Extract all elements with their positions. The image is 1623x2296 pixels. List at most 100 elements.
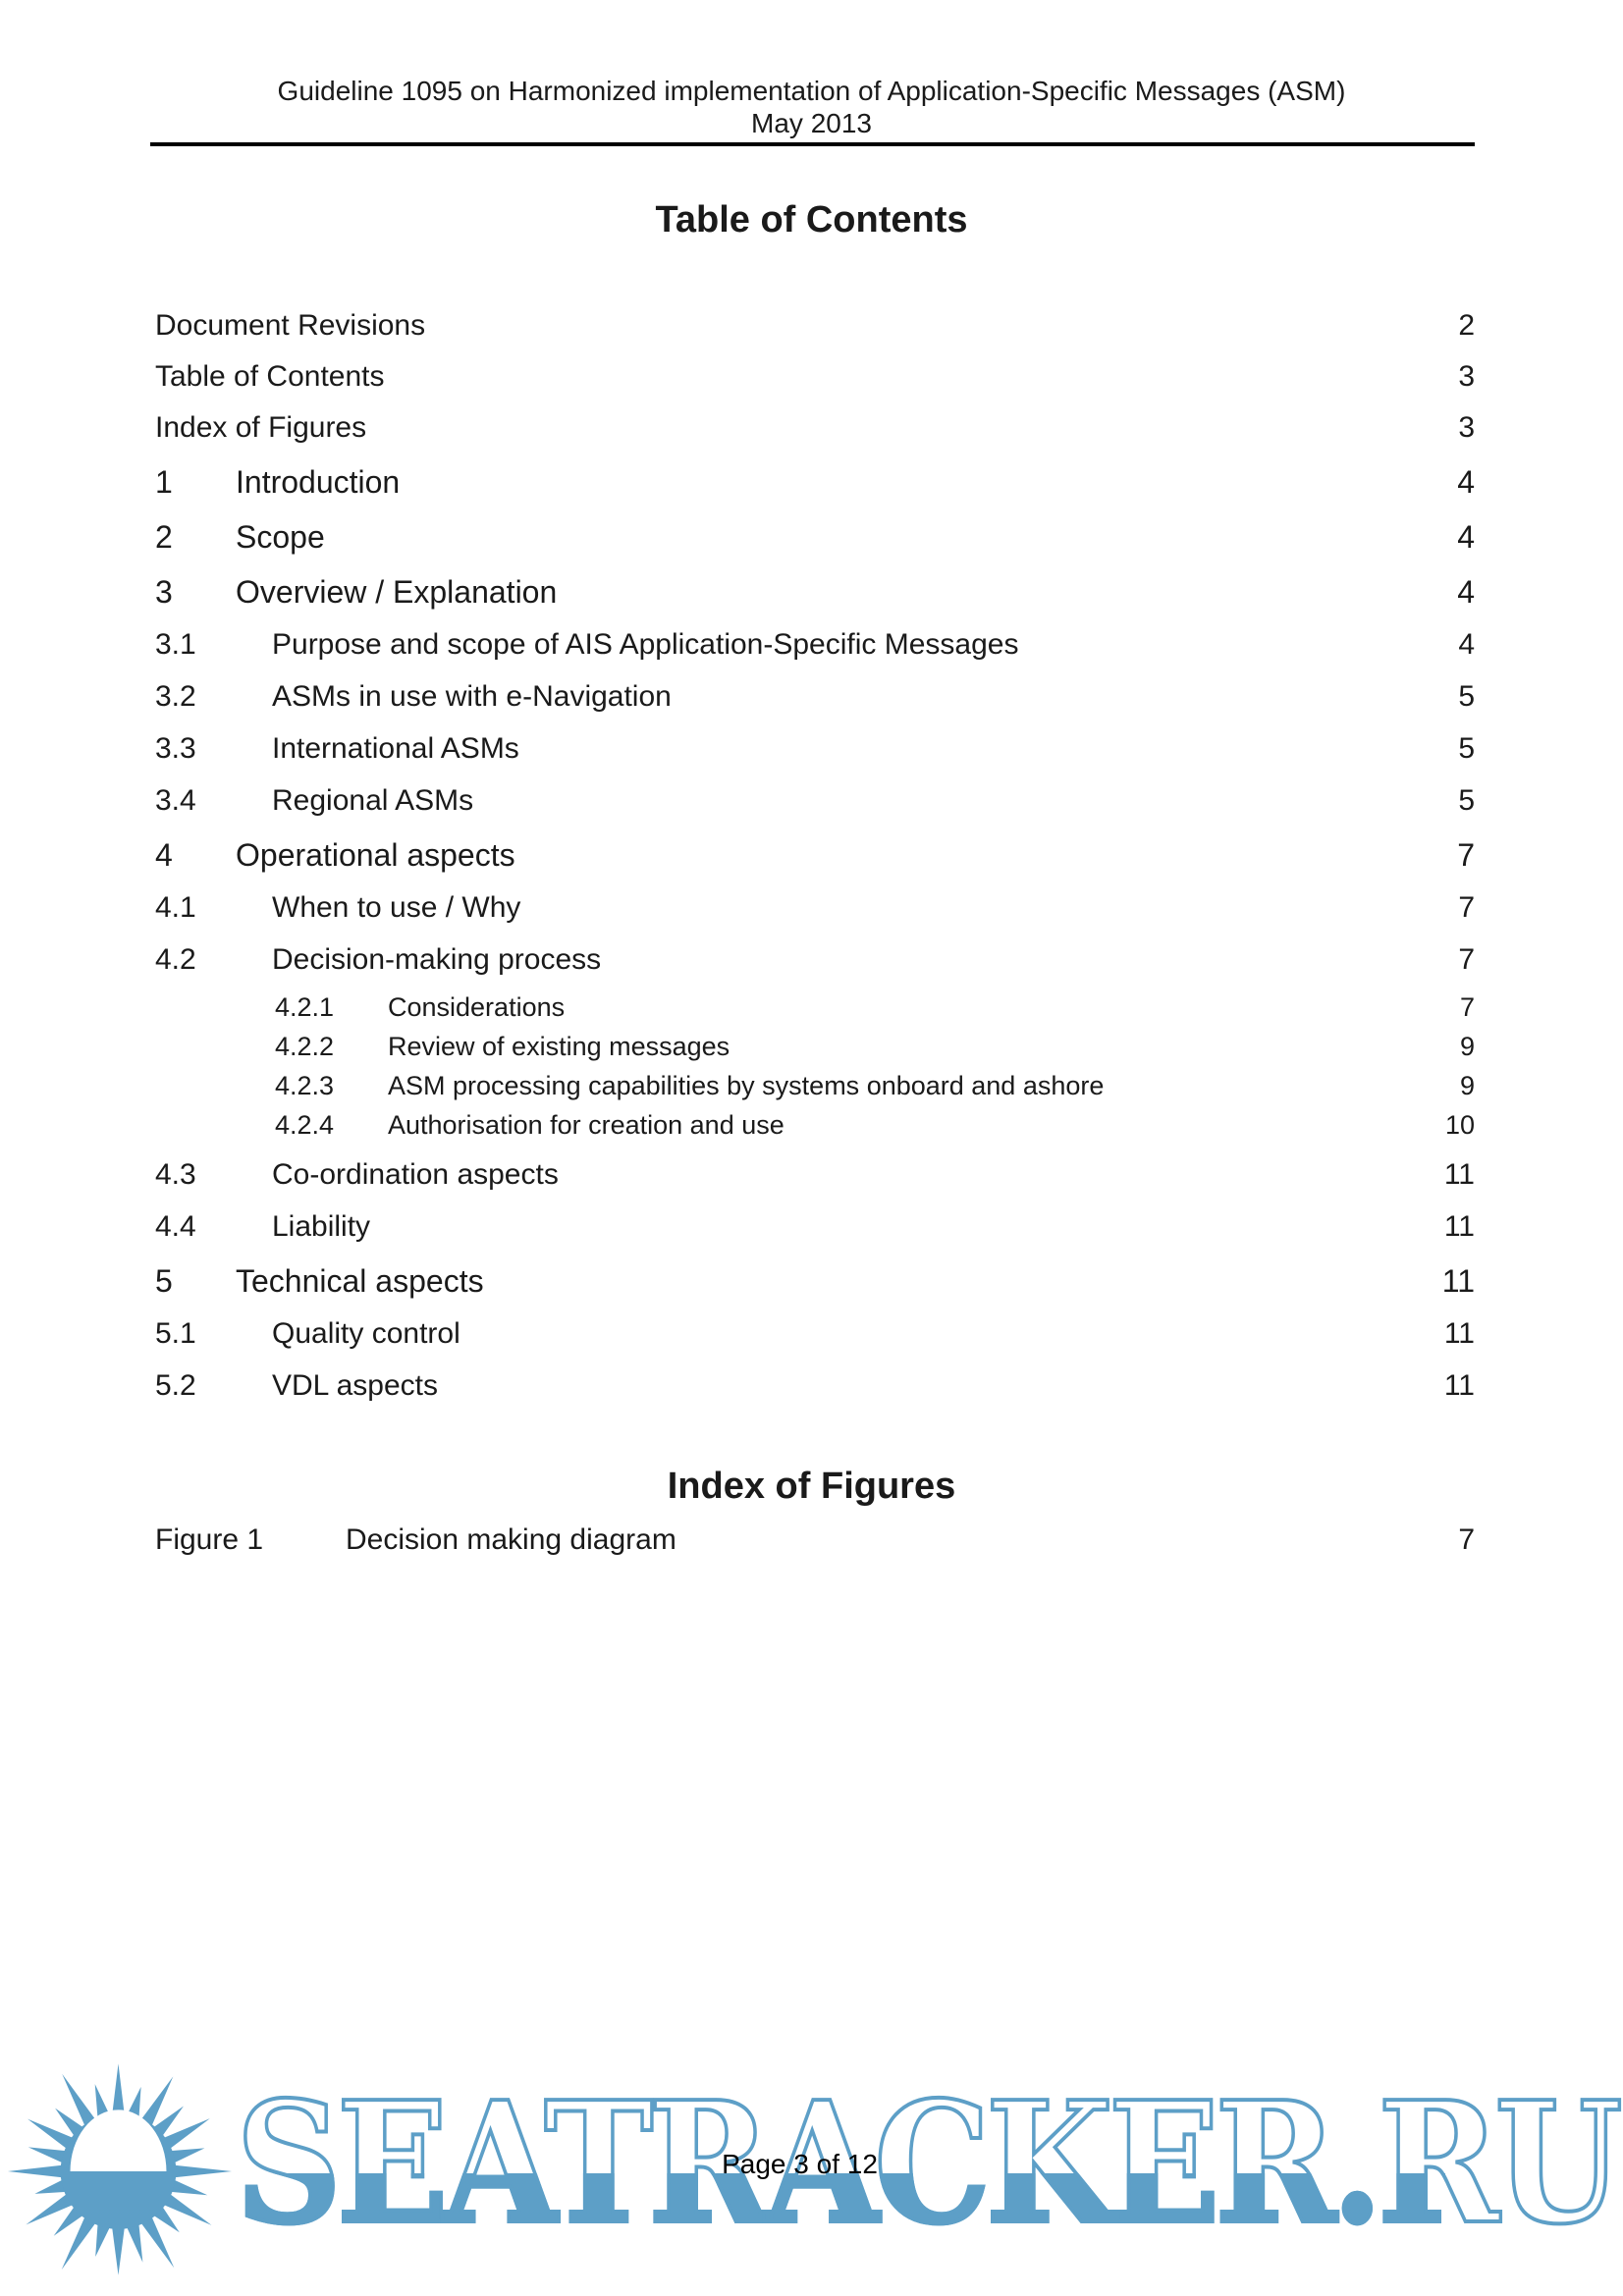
toc-entry-page: 9 <box>1459 1032 1475 1061</box>
toc-entry-page: 7 <box>1458 943 1475 976</box>
toc-entry-page: 7 <box>1458 891 1475 924</box>
toc-entry-label: Decision making diagram <box>346 1523 676 1556</box>
header-date: May 2013 <box>751 108 872 138</box>
toc-entry-label: VDL aspects <box>272 1369 438 1402</box>
toc-entry[interactable]: 1 Introduction 4 <box>155 463 1475 501</box>
toc-entry-label: Considerations <box>388 992 566 1022</box>
toc-entry-page: 5 <box>1458 784 1475 817</box>
toc-entry-number: Figure 1 <box>155 1523 264 1556</box>
toc-title: Table of Contents <box>655 199 968 240</box>
toc-entry[interactable]: Figure 1 Decision making diagram 7 <box>155 1522 1475 1558</box>
toc-entry-number: 4.2.2 <box>275 1032 335 1061</box>
toc-entry-label: Table of Contents <box>155 360 385 393</box>
figures-list: Figure 1 Decision making diagram 7 <box>155 1522 1475 1558</box>
watermark-text: SEATRACKER.RU <box>234 2065 1623 2262</box>
header-title: Guideline 1095 on Harmonized implementat… <box>277 76 1346 106</box>
toc-entry-label: Operational aspects <box>236 837 515 873</box>
toc-entry[interactable]: Table of Contents 3 <box>155 359 1475 395</box>
toc-entry[interactable]: 3.2 ASMs in use with e-Navigation 5 <box>155 679 1475 715</box>
toc-entry-page: 9 <box>1459 1071 1475 1100</box>
toc-entry-number: 5.1 <box>155 1317 196 1350</box>
toc-entry-number: 3.2 <box>155 680 196 713</box>
toc-entry-number: 3.4 <box>155 784 196 817</box>
toc-entry[interactable]: 3.4 Regional ASMs 5 <box>155 783 1475 819</box>
sun-icon <box>7 2063 233 2275</box>
toc-entry[interactable]: 5.2 VDL aspects 11 <box>155 1368 1475 1404</box>
toc-entry-number: 3 <box>155 574 173 610</box>
toc-entry-number: 4.2.3 <box>275 1071 335 1100</box>
toc-entry-label: Index of Figures <box>155 411 367 444</box>
toc-entry-label: Regional ASMs <box>272 784 474 817</box>
toc-entry[interactable]: 5.1 Quality control 11 <box>155 1316 1475 1352</box>
toc-entry[interactable]: 3 Overview / Explanation 4 <box>155 573 1475 611</box>
toc-entry[interactable]: 4.2.4 Authorisation for creation and use… <box>155 1109 1475 1141</box>
toc-entry-number: 1 <box>155 464 173 500</box>
toc-entry-number: 5 <box>155 1263 173 1299</box>
toc-entry-number: 4.1 <box>155 891 196 924</box>
toc-entry-number: 4.3 <box>155 1158 196 1191</box>
toc-entry[interactable]: 4.1 When to use / Why 7 <box>155 890 1475 926</box>
toc-entry-label: Quality control <box>272 1317 460 1350</box>
toc-entry[interactable]: 4.3 Co-ordination aspects 11 <box>155 1157 1475 1193</box>
toc-entry-page: 3 <box>1458 360 1475 393</box>
toc-entry-page: 7 <box>1457 837 1475 873</box>
toc-entry[interactable]: 3.1 Purpose and scope of AIS Application… <box>155 627 1475 663</box>
toc-entry-label: Overview / Explanation <box>236 574 558 610</box>
toc-entry[interactable]: 5 Technical aspects 11 <box>155 1262 1475 1300</box>
toc-entry-page: 5 <box>1458 732 1475 765</box>
toc-entry[interactable]: Index of Figures 3 <box>155 410 1475 446</box>
toc-entry-number: 5.2 <box>155 1369 196 1402</box>
toc-entry-page: 11 <box>1443 1317 1475 1350</box>
toc-entry-number: 4 <box>155 837 173 873</box>
toc-entry-label: Co-ordination aspects <box>272 1158 559 1191</box>
toc-entry-page: 4 <box>1457 464 1475 500</box>
toc-entry-number: 4.2.1 <box>275 992 335 1022</box>
toc-entry-label: ASMs in use with e-Navigation <box>272 680 672 713</box>
toc-entry-label: Document Revisions <box>155 309 426 342</box>
toc-entry[interactable]: Document Revisions 2 <box>155 308 1475 344</box>
toc-entry-label: Review of existing messages <box>388 1032 730 1061</box>
toc-entry-label: ASM processing capabilities by systems o… <box>388 1071 1105 1100</box>
toc-entry-page: 11 <box>1441 1263 1475 1299</box>
toc-entry-page: 4 <box>1457 574 1475 610</box>
toc-entry-page: 7 <box>1459 992 1475 1022</box>
toc-list: Document Revisions 2 Table of Contents 3… <box>155 308 1475 1404</box>
toc-entry[interactable]: 2 Scope 4 <box>155 518 1475 556</box>
toc-entry[interactable]: 4.4 Liability 11 <box>155 1209 1475 1245</box>
toc-entry-number: 4.4 <box>155 1210 196 1243</box>
toc-entry-page: 4 <box>1458 628 1475 661</box>
toc-entry-page: 11 <box>1443 1369 1475 1402</box>
toc-entry-page: 5 <box>1458 680 1475 713</box>
toc-entry-page: 11 <box>1443 1158 1475 1191</box>
toc-entry[interactable]: 4 Operational aspects 7 <box>155 836 1475 874</box>
toc-entry-page: 3 <box>1458 411 1475 444</box>
toc-entry[interactable]: 4.2 Decision-making process 7 <box>155 942 1475 978</box>
toc-entry-label: Liability <box>272 1210 371 1243</box>
page-number-label: Page 3 of 12 <box>722 2149 878 2179</box>
toc-entry-number: 4.2.4 <box>275 1110 335 1140</box>
toc-entry-label: Introduction <box>236 464 401 500</box>
toc-entry-page: 4 <box>1457 519 1475 555</box>
toc-entry-page: 10 <box>1444 1110 1475 1140</box>
toc-entry-label: Authorisation for creation and use <box>388 1110 784 1140</box>
toc-entry-number: 3.1 <box>155 628 196 661</box>
toc-entry-number: 2 <box>155 519 173 555</box>
toc-entry-number: 4.2 <box>155 943 196 976</box>
toc-entry[interactable]: 4.2.2 Review of existing messages 9 <box>155 1031 1475 1062</box>
figures-title: Index of Figures <box>667 1466 956 1507</box>
toc-entry-page: 11 <box>1443 1210 1475 1243</box>
toc-entry-label: International ASMs <box>272 732 519 765</box>
toc-entry-page: 2 <box>1458 309 1475 342</box>
toc-entry-label: Scope <box>236 519 325 555</box>
toc-entry[interactable]: 3.3 International ASMs 5 <box>155 731 1475 767</box>
sun-dome <box>70 2109 167 2171</box>
toc-entry[interactable]: 4.2.3 ASM processing capabilities by sys… <box>155 1070 1475 1101</box>
toc-entry[interactable]: 4.2.1 Considerations 7 <box>155 991 1475 1023</box>
toc-entry-label: When to use / Why <box>272 891 521 924</box>
toc-entry-label: Purpose and scope of AIS Application-Spe… <box>272 628 1019 661</box>
toc-entry-number: 3.3 <box>155 732 196 765</box>
toc-entry-label: Technical aspects <box>236 1263 484 1299</box>
toc-entry-label: Decision-making process <box>272 943 602 976</box>
toc-entry-page: 7 <box>1458 1523 1475 1556</box>
